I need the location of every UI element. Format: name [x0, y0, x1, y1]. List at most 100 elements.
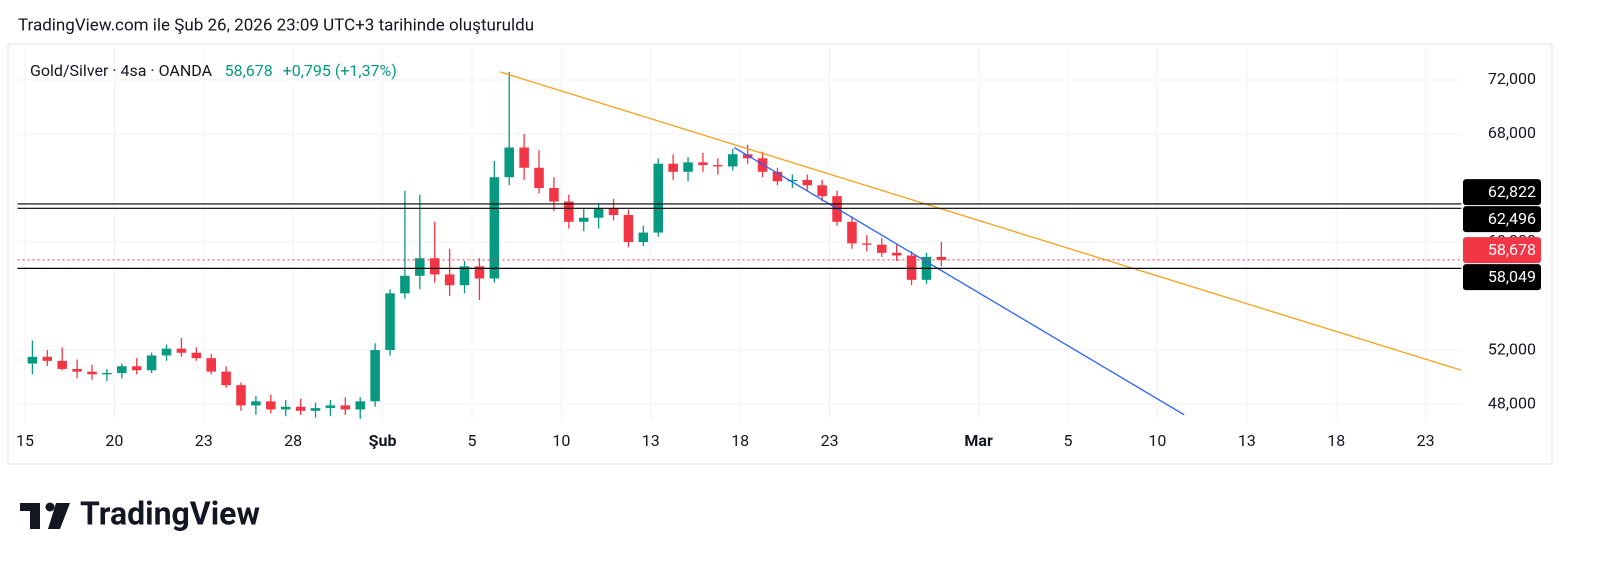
candle-body	[891, 252, 902, 256]
candle-body	[370, 350, 380, 402]
chart-frame	[7, 43, 1553, 465]
candle-body	[236, 385, 246, 406]
candle-body	[146, 355, 157, 371]
candle-body	[847, 221, 857, 244]
candle-body	[876, 244, 887, 253]
x-tick-label: 13	[1238, 431, 1256, 450]
candle-body	[713, 165, 723, 167]
x-tick-label: 13	[642, 431, 660, 450]
price-tag	[1463, 264, 1541, 291]
candle-body	[787, 179, 798, 182]
y-tick-label: 52,000	[1488, 339, 1536, 358]
x-tick-label: 23	[821, 431, 839, 450]
candle-body	[608, 208, 619, 216]
x-tick-label: 23	[195, 431, 213, 450]
candle-body	[906, 255, 917, 280]
x-tick-label: 10	[552, 431, 570, 450]
candle-body	[936, 256, 947, 260]
price-tag-label: 58,678	[1488, 240, 1536, 259]
x-tick-label: Şub	[369, 431, 397, 450]
candle-body	[862, 243, 872, 245]
candle-body	[310, 408, 321, 411]
price-change: +0,795 (+1,37%)	[283, 61, 397, 80]
candle-body	[87, 371, 97, 375]
logo-icon	[20, 502, 70, 529]
candle-body	[27, 356, 38, 364]
x-tick-label: 5	[467, 431, 476, 450]
candle-body	[623, 215, 634, 243]
candle-body	[549, 188, 559, 202]
candle-body	[668, 163, 678, 172]
logo-text: TradingView	[80, 494, 260, 532]
candle-body	[429, 258, 440, 275]
candle-body	[176, 348, 187, 353]
candle-body	[504, 147, 514, 178]
price-tag	[1463, 179, 1541, 206]
x-tick-label: 5	[1064, 431, 1073, 450]
candle-body	[534, 167, 544, 189]
caption: TradingView.com ile Şub 26, 2026 23:09 U…	[18, 15, 534, 35]
price-tag-label: 58,049	[1488, 267, 1536, 286]
candle-body	[325, 405, 336, 409]
trend-line	[733, 146, 1185, 416]
candle-body	[117, 366, 127, 373]
candle-body	[206, 358, 216, 372]
price-tag-label: 62,496	[1488, 209, 1536, 228]
price-tag	[1463, 237, 1541, 264]
grid	[17, 44, 1462, 422]
candle-body	[772, 171, 783, 182]
candle-body	[295, 406, 306, 411]
candle-body	[474, 266, 485, 279]
candle-body	[727, 154, 738, 167]
candle-body	[102, 372, 112, 375]
candle-body	[444, 274, 455, 286]
last-price: 58,678	[225, 61, 273, 80]
candle-body	[266, 401, 276, 410]
x-tick-label: 15	[16, 431, 34, 450]
x-tick-label: 18	[1327, 431, 1345, 450]
x-tick-label: 23	[1417, 431, 1435, 450]
x-tick-label: Mar	[964, 431, 993, 450]
candle-body	[340, 405, 351, 410]
candle-body	[459, 266, 470, 286]
candle-body	[221, 371, 231, 386]
candle-body	[593, 208, 604, 218]
candle-body	[415, 258, 425, 276]
x-tick-label: 18	[731, 431, 749, 450]
candle-body	[251, 401, 261, 406]
candle-body	[578, 217, 589, 222]
candle-body	[653, 163, 664, 233]
candle-body	[400, 275, 410, 294]
y-tick-label: 68,000	[1488, 123, 1536, 142]
plot	[17, 71, 1462, 419]
candle-body	[519, 147, 529, 168]
candle-body	[280, 406, 291, 410]
price-tag	[1463, 206, 1541, 233]
axes: 15 20 23 28 Şub 5 10 13 18 23 Mar 5 10 13 18 23 48,000 52…	[16, 69, 1541, 450]
trend-line	[499, 71, 1462, 371]
x-tick-label: 20	[105, 431, 123, 450]
candle-body	[742, 154, 753, 159]
candle-body	[72, 368, 82, 372]
y-tick-label: 48,000	[1488, 393, 1536, 412]
candle-body	[683, 162, 693, 172]
candle-body	[57, 360, 67, 369]
candle-body	[698, 162, 708, 166]
price-tag-label: 62,822	[1488, 182, 1536, 201]
candle-body	[802, 179, 813, 186]
candle-body	[355, 401, 365, 410]
candle-body	[191, 352, 202, 359]
candle-body	[131, 366, 142, 371]
x-tick-label: 10	[1148, 431, 1166, 450]
candle-body	[385, 293, 395, 351]
candle-body	[638, 232, 649, 243]
candle-body	[564, 201, 574, 222]
candle-body	[42, 356, 53, 361]
x-tick-label: 28	[284, 431, 302, 450]
candle-body	[489, 177, 500, 279]
symbol-title: Gold/Silver · 4sa · OANDA	[30, 61, 213, 80]
candle-body	[817, 185, 827, 197]
y-tick-label: 72,000	[1488, 69, 1536, 88]
candle-body	[161, 348, 172, 356]
